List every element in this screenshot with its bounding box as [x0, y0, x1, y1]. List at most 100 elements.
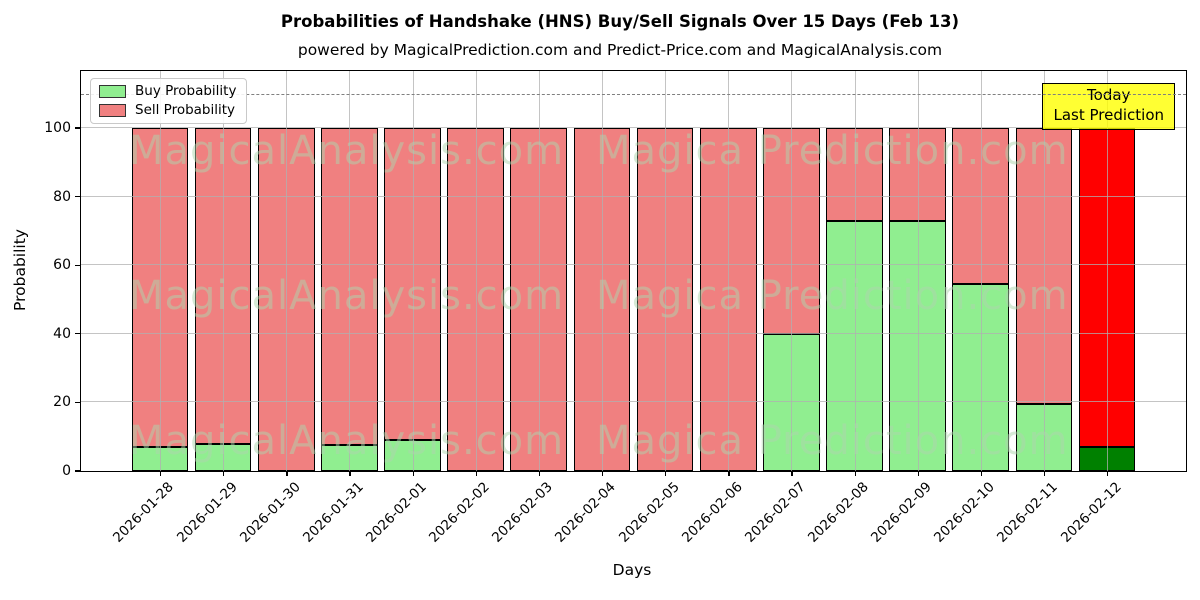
y-tick-label: 0: [62, 463, 71, 479]
bar-segment-sell: [384, 127, 441, 441]
v-gridline: [538, 71, 540, 471]
x-tick-mark: [286, 471, 288, 476]
v-gridline: [475, 71, 477, 471]
y-tick-mark: [74, 195, 80, 198]
v-gridline: [601, 71, 603, 471]
sell-swatch-icon: [99, 103, 126, 117]
y-tick-label: 20: [53, 394, 71, 411]
x-tick-mark: [917, 471, 919, 476]
x-tick-mark: [728, 471, 730, 476]
x-tick-mark: [538, 471, 541, 476]
watermark-text: Magica Prediction.com: [596, 418, 1069, 464]
x-tick-mark: [665, 471, 667, 476]
today-annotation: Today Last Prediction: [1042, 83, 1175, 130]
x-tick-label: 2026-02-03: [489, 479, 557, 546]
x-tick-mark: [854, 471, 856, 476]
y-tick-mark: [74, 401, 80, 404]
y-axis-label: Probability: [11, 229, 29, 311]
watermark-text: MagicalAnalysis.com: [129, 128, 565, 174]
x-tick-label: 2026-02-06: [678, 479, 746, 546]
x-tick-label: 2026-02-01: [363, 479, 430, 546]
bar-segment-sell: [952, 127, 1010, 285]
x-tick-mark: [601, 471, 604, 476]
x-tick-label: 2026-01-28: [110, 479, 178, 546]
watermark-text: Magica Prediction.com: [596, 128, 1069, 174]
bar-segment-buy: [826, 220, 883, 471]
v-gridline: [286, 71, 288, 471]
y-tick-label: 100: [44, 119, 71, 136]
watermark-text: MagicalAnalysis.com: [129, 418, 565, 464]
page-title: Probabilities of Handshake (HNS) Buy/Sel…: [280, 12, 960, 31]
x-tick-mark: [791, 471, 793, 476]
y-tick-mark: [74, 127, 80, 129]
v-gridline: [917, 71, 919, 471]
x-tick-label: 2026-02-07: [741, 479, 809, 546]
h-gridline: [81, 332, 1186, 334]
bar-segment-sell: [826, 127, 883, 221]
v-gridline: [223, 71, 225, 471]
v-gridline: [1043, 71, 1045, 471]
v-gridline: [412, 71, 414, 471]
y-tick-label: 80: [53, 188, 71, 205]
v-gridline: [728, 71, 730, 471]
v-gridline: [1107, 71, 1109, 471]
v-gridline: [980, 71, 982, 471]
bar-segment-buy: [889, 220, 947, 471]
y-tick-label: 60: [53, 257, 71, 274]
y-tick-mark: [74, 264, 80, 266]
today-annotation-line1: Today: [1087, 86, 1131, 104]
x-tick-label: 2026-02-08: [805, 479, 872, 546]
h-gridline: [81, 126, 1186, 128]
x-tick-mark: [349, 471, 351, 476]
dashed-threshold-line: [81, 93, 1186, 95]
plot-area: Buy Probability Sell Probability Today L…: [44, 70, 1187, 546]
legend-item-buy: Buy Probability: [99, 83, 237, 99]
today-annotation-line2: Last Prediction: [1053, 105, 1164, 124]
buy-swatch-icon: [99, 85, 126, 99]
x-tick-mark: [1043, 471, 1046, 476]
bar-segment-buy: [131, 447, 189, 471]
bar-segment-sell: [510, 127, 568, 471]
bar-segment-sell: [447, 127, 505, 471]
bar-segment-sell: [131, 127, 189, 447]
x-tick-label: 2026-02-11: [994, 479, 1062, 546]
bar-segment-sell: [573, 127, 631, 471]
v-gridline: [159, 71, 161, 471]
x-tick-label: 2026-02-05: [615, 479, 683, 546]
y-tick-label: 40: [53, 325, 71, 342]
x-tick-mark: [159, 471, 162, 476]
page-subtitle: powered by MagicalPrediction.com and Pre…: [297, 41, 943, 59]
x-tick-label: 2026-02-10: [931, 479, 999, 546]
x-tick-label: 2026-02-04: [552, 479, 620, 546]
x-tick-label: 2026-02-12: [1057, 479, 1125, 546]
h-gridline: [81, 195, 1186, 197]
x-axis-label: Days: [612, 561, 652, 579]
x-tick-label: 2026-01-31: [299, 479, 367, 546]
bar-segment-buy: [1015, 404, 1073, 471]
legend-label-sell: Sell Probability: [135, 101, 236, 118]
x-tick-mark: [223, 471, 225, 476]
x-tick-mark: [1107, 471, 1109, 476]
x-tick-label: 2026-01-30: [236, 479, 304, 546]
watermark-text: MagicalAnalysis.com: [129, 273, 565, 319]
h-gridline: [81, 401, 1186, 403]
bar-segment-buy: [384, 440, 441, 471]
x-tick-mark: [475, 471, 477, 476]
watermark-text: Magica Prediction.com: [596, 273, 1069, 319]
y-tick-mark: [74, 333, 80, 335]
y-tick-mark: [74, 470, 80, 472]
legend-label-buy: Buy Probability: [135, 83, 237, 99]
v-gridline: [665, 71, 667, 471]
x-tick-label: 2026-01-29: [173, 479, 241, 546]
legend: Buy Probability Sell Probability: [90, 78, 248, 124]
bar-segment-buy: [952, 284, 1010, 471]
v-gridline: [791, 71, 793, 471]
h-gridline: [81, 264, 1186, 266]
x-tick-mark: [980, 471, 983, 476]
x-tick-label: 2026-02-09: [868, 479, 935, 546]
bar-segment-sell: [1015, 127, 1073, 405]
v-gridline: [854, 71, 856, 471]
x-tick-label: 2026-02-02: [426, 479, 493, 546]
x-tick-mark: [412, 471, 414, 476]
y-axis-title-holder: Probability: [6, 70, 34, 470]
